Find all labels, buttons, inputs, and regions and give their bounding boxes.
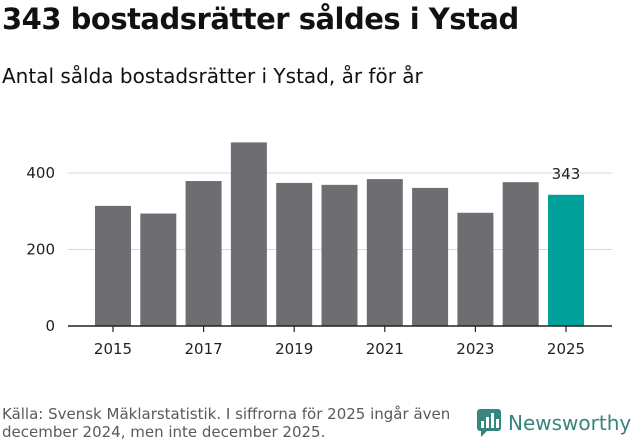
x-tick-label-2017: 2017 (185, 340, 223, 358)
x-tick-label-2021: 2021 (366, 340, 404, 358)
bar-2022 (412, 187, 449, 326)
bar-2016 (140, 213, 177, 326)
bars (95, 142, 584, 326)
x-tick-label-2019: 2019 (275, 340, 313, 358)
bar-2023 (457, 212, 494, 326)
chart-subtitle: Antal sålda bostadsrätter i Ystad, år fö… (2, 64, 423, 88)
source-note: Källa: Svensk Mäklarstatistik. I siffror… (2, 405, 451, 441)
x-tick-label-2025: 2025 (547, 340, 585, 358)
data-labels: 343 (552, 165, 581, 183)
x-axis-ticks: 2015 2017 2019 2021 2023 2025 (94, 326, 585, 358)
y-tick-label-400: 400 (26, 164, 55, 182)
y-tick-label-200: 200 (26, 241, 55, 259)
bar-chart: 0 200 400 2015 2017 2019 2021 2023 2025 343 (26, 142, 612, 358)
bar-2015 (95, 205, 131, 326)
x-tick-label-2015: 2015 (94, 340, 132, 358)
bar-2025 (548, 194, 584, 326)
bar-2018 (230, 142, 267, 326)
bar-2021 (366, 179, 403, 326)
bar-2019 (276, 182, 313, 326)
bar-2024 (502, 182, 539, 326)
data-label-2025: 343 (552, 165, 581, 183)
chart-title: 343 bostadsrätter såldes i Ystad (2, 2, 519, 36)
brand-name: Newsworthy (508, 411, 631, 435)
x-tick-label-2023: 2023 (456, 340, 494, 358)
y-axis-ticks: 0 200 400 (26, 164, 55, 335)
brand-logo: Newsworthy (476, 408, 631, 438)
bar-2017 (185, 181, 222, 326)
newsworthy-logo-icon (477, 409, 501, 437)
y-tick-label-0: 0 (45, 317, 55, 335)
bar-2020 (321, 184, 358, 326)
